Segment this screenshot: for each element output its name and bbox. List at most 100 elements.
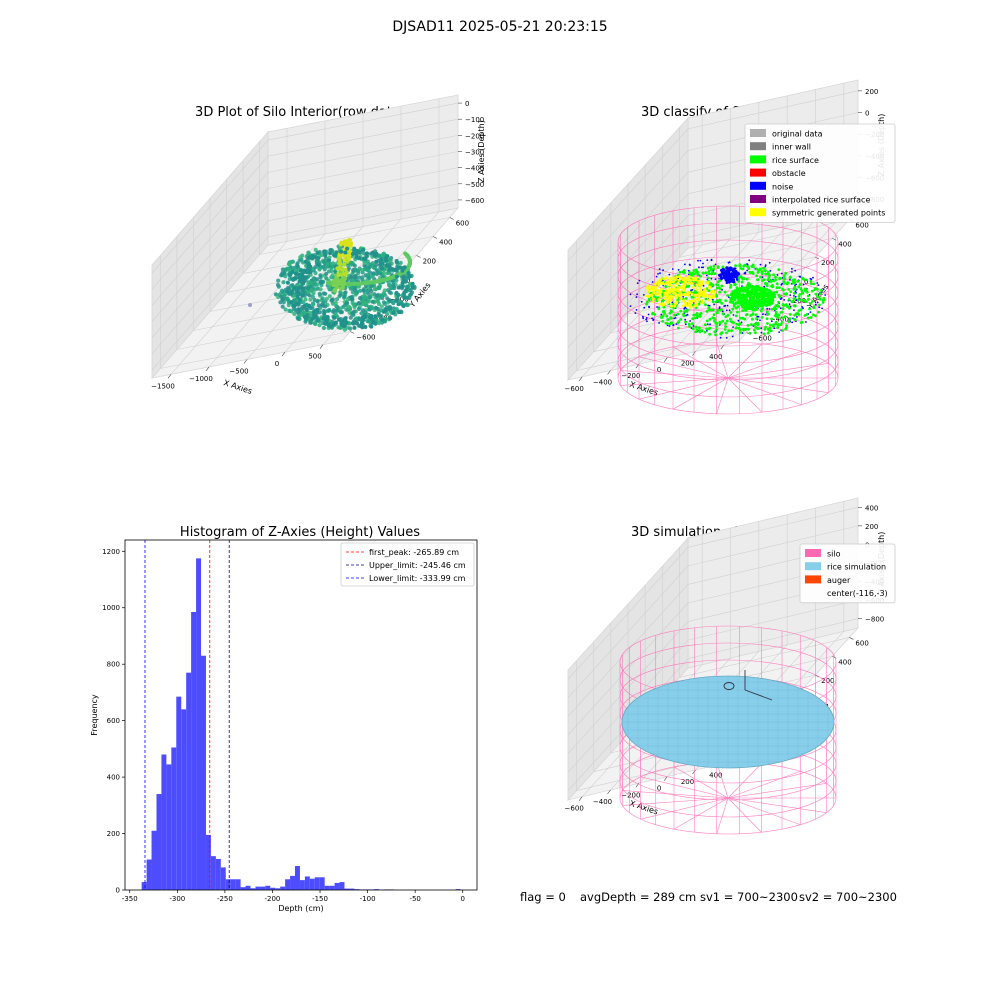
noise-point (730, 272, 733, 275)
noise-point (789, 294, 791, 296)
rice-surface-point (797, 309, 800, 312)
noise-point (810, 311, 812, 313)
raw-point (276, 279, 280, 283)
rice-surface-point (807, 295, 810, 298)
histogram-bar (325, 886, 330, 890)
noise-point (642, 316, 644, 318)
histogram-bar (152, 831, 157, 890)
raw-point (333, 289, 337, 293)
symmetric-point (694, 298, 697, 301)
histogram-bar (211, 856, 216, 890)
raw-point (365, 252, 369, 256)
rice-surface-point (815, 293, 818, 296)
raw-point (384, 256, 388, 260)
raw-point (281, 290, 285, 294)
rice-surface-point (769, 327, 772, 330)
raw-point (380, 266, 384, 270)
noise-point (770, 270, 772, 272)
raw-point (305, 308, 309, 312)
rice-surface-point (755, 306, 758, 309)
raw-point (313, 283, 317, 287)
rice-surface-point (670, 317, 673, 320)
rice-surface-point (707, 328, 710, 331)
histogram-bar (201, 656, 206, 890)
raw-point (347, 305, 351, 309)
rice-surface-point (714, 272, 717, 275)
raw-point (332, 316, 336, 320)
rice-surface-point (785, 292, 788, 295)
raw-point (369, 289, 373, 293)
rice-surface-point (712, 309, 715, 312)
raw-point (363, 281, 367, 285)
x-tick-label: −400 (593, 798, 612, 806)
y-tick-label: 0 (116, 887, 120, 895)
symmetric-point (709, 291, 712, 294)
symmetric-point (675, 276, 678, 279)
x-tick-label: −500 (229, 368, 248, 376)
legend-swatch (805, 562, 821, 570)
raw-point (377, 279, 381, 283)
noise-point (812, 277, 814, 279)
noise-point (742, 332, 744, 334)
noise-point (698, 266, 700, 268)
rice-surface-point (762, 267, 765, 270)
raw-point (372, 280, 376, 284)
legend-label: silo (827, 550, 841, 559)
raw-point (316, 308, 320, 312)
raw-point (331, 261, 335, 265)
symmetric-point (696, 288, 699, 291)
noise-point (796, 316, 798, 318)
rice-surface-point (695, 326, 698, 329)
raw-point (298, 280, 302, 284)
noise-point (762, 313, 764, 315)
rice-surface-point (755, 317, 758, 320)
raw-point (298, 255, 302, 259)
rice-surface-point (763, 328, 766, 331)
raw-point (286, 286, 290, 290)
rice-surface-point (713, 265, 716, 268)
noise-point (816, 282, 818, 284)
silo-floor-spoke (728, 351, 802, 378)
y-tick-label: 1200 (102, 548, 120, 556)
raw-point (405, 253, 409, 257)
rice-surface-point (670, 309, 673, 312)
symmetric-point (678, 275, 681, 278)
histogram-bar (335, 883, 340, 890)
noise-point (653, 319, 655, 321)
symmetric-point (659, 278, 662, 281)
noise-point (685, 323, 687, 325)
noise-point (711, 278, 713, 280)
raw-point (371, 261, 375, 265)
y-axis-label: Frequency (90, 694, 99, 736)
rice-surface-point (800, 321, 803, 324)
raw-point (354, 255, 358, 259)
noise-point (818, 306, 820, 308)
noise-point (821, 308, 823, 310)
rice-surface-point (721, 320, 724, 323)
noise-point (824, 294, 826, 296)
rice-surface-point (755, 300, 758, 303)
y-tick-label: 1000 (102, 604, 120, 612)
rice-surface-point (704, 323, 707, 326)
noise-point (675, 317, 677, 319)
figure-suptitle: DJSAD11 2025-05-21 20:23:15 (392, 19, 607, 35)
raw-point (351, 252, 355, 256)
x-tick-label: -150 (312, 895, 328, 903)
symmetric-point (657, 298, 660, 301)
rice-surface-point (713, 313, 716, 316)
rice-surface-point (715, 295, 718, 298)
rice-surface-point (679, 318, 682, 321)
noise-point (781, 297, 783, 299)
silo-floor-spoke (728, 378, 762, 412)
raw-point (309, 280, 313, 284)
rice-surface-point (677, 327, 680, 330)
y-tick-mark (450, 218, 454, 220)
rice-surface-point (718, 299, 721, 302)
raw-point (346, 282, 350, 286)
rice-surface-point (706, 320, 709, 323)
histogram-bar (285, 879, 290, 890)
rice-surface-point (716, 283, 719, 286)
symmetric-point (652, 297, 655, 300)
raw-point (352, 303, 356, 307)
